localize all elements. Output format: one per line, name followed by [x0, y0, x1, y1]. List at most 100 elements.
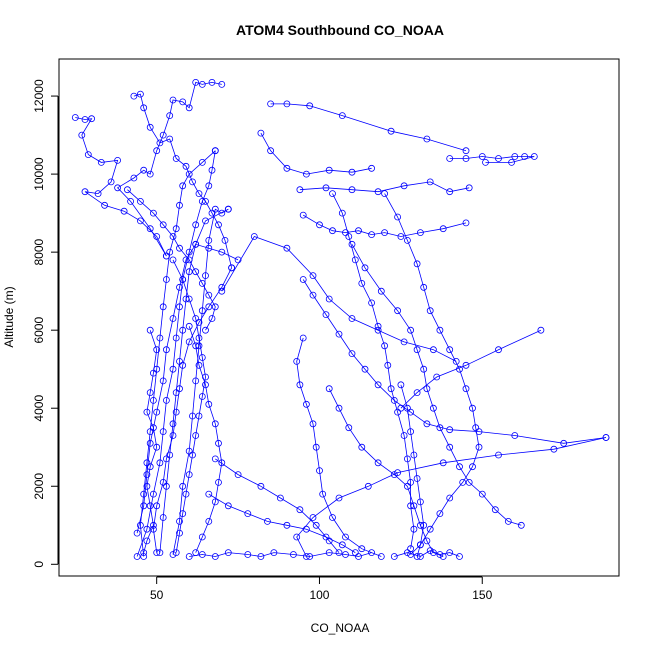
data-point: [403, 236, 411, 244]
data-point: [146, 225, 154, 233]
data-point: [446, 426, 454, 434]
series-line: [221, 236, 457, 362]
data-point: [159, 221, 167, 229]
data-point: [211, 303, 219, 311]
series-line: [400, 329, 542, 409]
data-point: [342, 229, 349, 237]
data-point: [416, 553, 424, 560]
data-point: [71, 114, 79, 121]
data-point: [162, 252, 170, 260]
chart-title: ATOM4 Southbound CO_NOAA: [236, 22, 444, 38]
data-point: [345, 233, 353, 240]
data-point: [166, 112, 174, 119]
data-point: [325, 385, 333, 393]
plot-frame: [58, 58, 620, 577]
x-tick-label: 50: [150, 588, 164, 602]
data-point: [423, 537, 431, 545]
data-point: [299, 276, 307, 283]
data-point: [335, 494, 343, 502]
data-point: [224, 549, 232, 556]
data-point: [478, 153, 486, 160]
data-point: [202, 197, 209, 205]
series-18: [293, 334, 385, 560]
series-line: [449, 156, 535, 163]
data-point: [211, 147, 219, 155]
data-point: [358, 279, 366, 287]
data-point: [374, 322, 382, 330]
data-point: [348, 186, 356, 194]
data-point: [329, 227, 336, 235]
data-point: [218, 287, 226, 295]
series-line: [351, 244, 522, 526]
data-point: [185, 295, 193, 303]
data-point: [462, 155, 470, 162]
data-point: [192, 342, 200, 350]
data-point: [130, 174, 138, 182]
data-point: [316, 221, 323, 229]
data-point: [312, 443, 320, 451]
data-point: [374, 188, 382, 196]
data-point: [195, 334, 203, 342]
data-point: [456, 463, 463, 471]
data-point: [215, 478, 222, 486]
data-point: [302, 400, 310, 408]
data-point: [169, 420, 177, 428]
data-point: [400, 432, 408, 439]
data-point: [153, 346, 161, 354]
data-point: [136, 90, 144, 98]
data-point: [413, 475, 421, 482]
series-line: [75, 117, 167, 257]
data-point: [436, 326, 444, 334]
data-layer: [71, 79, 610, 560]
data-point: [192, 377, 200, 385]
series-line: [116, 81, 222, 257]
data-point: [325, 537, 333, 545]
x-tick-label: 150: [472, 588, 492, 602]
data-point: [211, 553, 219, 560]
data-point: [120, 207, 128, 215]
data-point: [342, 551, 349, 558]
data-point: [172, 334, 180, 342]
series-14: [299, 211, 470, 240]
data-point: [192, 432, 200, 439]
data-point: [179, 182, 187, 190]
data-point: [205, 291, 213, 299]
data-point: [205, 518, 213, 525]
series-line: [127, 189, 216, 331]
data-point: [208, 315, 216, 322]
data-point: [446, 549, 454, 556]
data-point: [156, 139, 164, 147]
data-point: [146, 439, 154, 447]
data-point: [283, 164, 291, 172]
data-point: [146, 123, 154, 131]
data-point: [136, 217, 144, 225]
data-point: [469, 463, 476, 471]
data-point: [416, 229, 424, 237]
data-point: [521, 153, 528, 160]
data-point: [202, 326, 209, 334]
data-point: [312, 521, 320, 529]
data-point: [462, 385, 470, 393]
series-5: [71, 114, 170, 260]
data-point: [189, 412, 196, 420]
y-tick-label: 8000: [32, 238, 46, 265]
data-point: [124, 186, 131, 194]
series-7: [130, 90, 236, 272]
data-point: [185, 104, 193, 112]
data-point: [384, 361, 392, 369]
data-point: [185, 256, 193, 264]
data-point: [293, 357, 301, 365]
data-point: [423, 420, 431, 428]
data-point: [433, 373, 441, 381]
data-point: [185, 338, 193, 346]
data-point: [410, 451, 418, 459]
data-point: [283, 100, 291, 108]
data-point: [202, 217, 209, 225]
data-point: [420, 365, 428, 373]
data-point: [420, 283, 428, 291]
data-point: [377, 287, 385, 295]
data-point: [381, 342, 389, 350]
data-point: [192, 315, 200, 322]
data-point: [361, 264, 369, 272]
series-28: [211, 455, 343, 556]
